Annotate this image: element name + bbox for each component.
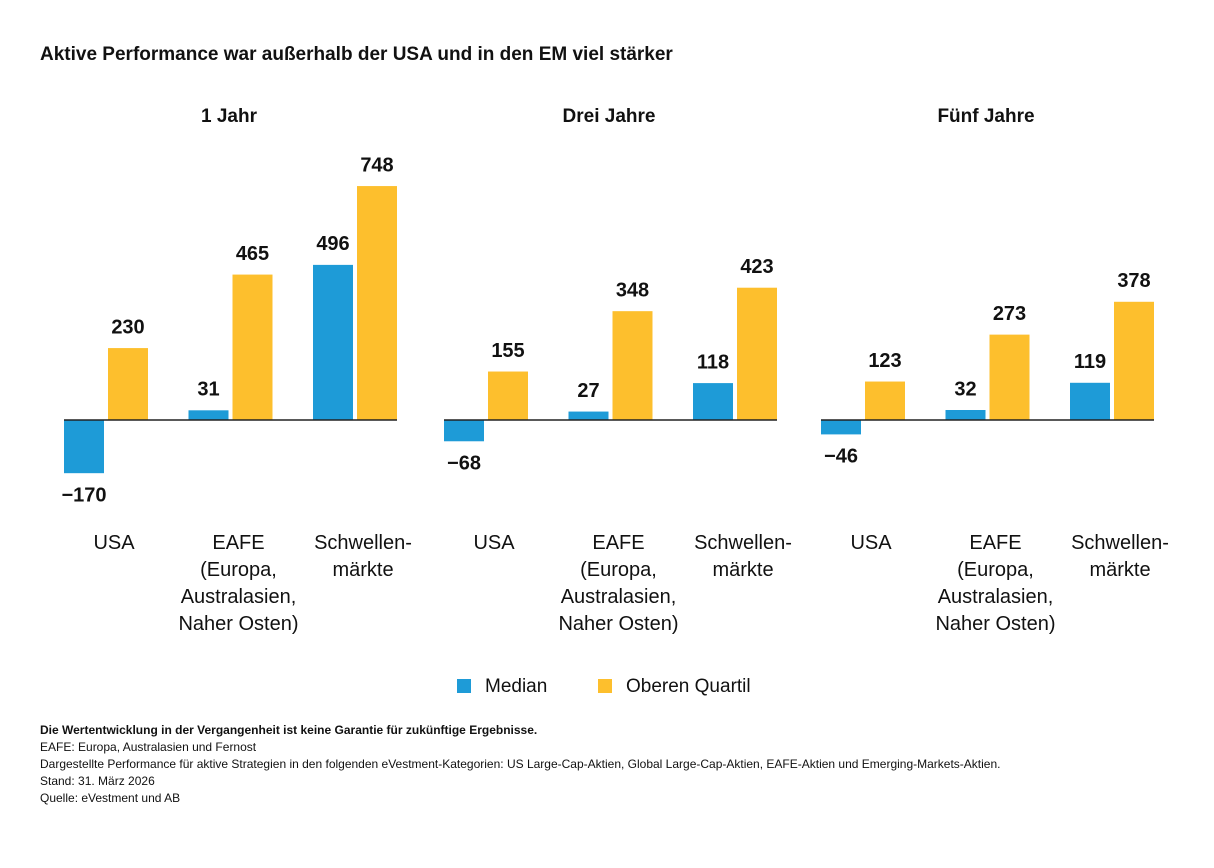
value-label: 748: [360, 154, 393, 176]
bar: [444, 420, 484, 442]
value-label: 230: [111, 316, 144, 338]
x-tick-label: EAFE (Europa, Australasien, Naher Osten): [935, 532, 1056, 635]
value-label: 348: [616, 279, 649, 301]
value-label: −46: [824, 446, 858, 468]
panel-title: Fünf Jahre: [937, 106, 1034, 127]
legend-label: Oberen Quartil: [626, 676, 751, 697]
bar: [568, 411, 609, 421]
footnote: Stand: 31. März 2026: [40, 774, 155, 788]
bar: [1114, 301, 1154, 421]
bar: [945, 410, 986, 421]
legend-label: Median: [485, 676, 547, 697]
panel-title: 1 Jahr: [201, 106, 258, 127]
bar: [232, 274, 273, 421]
value-label: 27: [577, 380, 599, 402]
value-label: 32: [954, 378, 976, 400]
value-label: −68: [447, 453, 481, 475]
x-tick-label: USA: [850, 532, 892, 554]
x-tick-label: Schwellen- märkte: [314, 532, 412, 581]
footnote: EAFE: Europa, Australasien und Fernost: [40, 740, 257, 754]
value-label: 423: [740, 256, 773, 278]
bar: [865, 381, 905, 421]
value-label: −170: [61, 484, 106, 506]
bar: [612, 311, 653, 421]
footnote: Quelle: eVestment und AB: [40, 791, 181, 805]
bar: [1070, 382, 1110, 421]
bar: [737, 287, 777, 421]
legend-swatch: [457, 679, 471, 693]
value-label: 123: [868, 350, 901, 372]
bar: [313, 264, 353, 421]
bar: [488, 371, 528, 421]
legend-swatch: [598, 679, 612, 693]
panel-title: Drei Jahre: [563, 106, 656, 127]
value-label: 118: [697, 351, 729, 373]
value-label: 378: [1117, 270, 1150, 292]
x-tick-label: Schwellen- märkte: [1071, 532, 1169, 581]
x-tick-label: EAFE (Europa, Australasien, Naher Osten): [178, 532, 299, 635]
x-tick-label: EAFE (Europa, Australasien, Naher Osten): [558, 532, 679, 635]
value-label: 465: [236, 243, 269, 265]
footnote: Dargestellte Performance für aktive Stra…: [40, 757, 1001, 771]
bar: [693, 383, 733, 421]
chart-title: Aktive Performance war außerhalb der USA…: [40, 44, 673, 65]
bar: [821, 420, 861, 435]
footnote: Die Wertentwicklung in der Vergangenheit…: [40, 723, 538, 737]
value-label: 119: [1074, 351, 1106, 373]
bar: [108, 348, 148, 421]
value-label: 496: [316, 233, 349, 255]
bar: [64, 420, 104, 474]
x-tick-label: USA: [93, 532, 135, 554]
bar: [357, 186, 397, 421]
x-tick-label: Schwellen- märkte: [694, 532, 792, 581]
bar: [188, 410, 229, 421]
x-tick-label: USA: [473, 532, 515, 554]
bar: [989, 334, 1030, 421]
value-label: 273: [993, 303, 1026, 325]
value-label: 31: [197, 379, 219, 401]
value-label: 155: [491, 340, 524, 362]
